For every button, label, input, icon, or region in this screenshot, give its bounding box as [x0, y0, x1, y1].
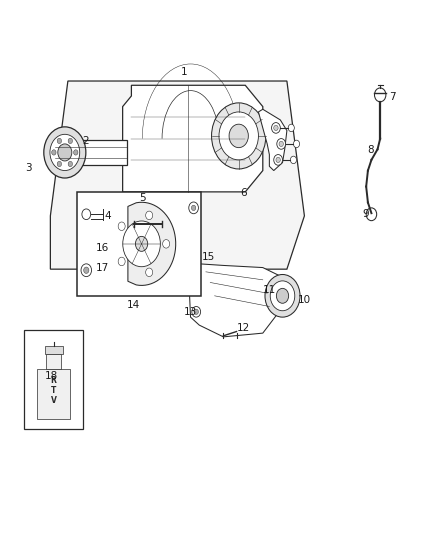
Circle shape [146, 268, 153, 277]
Bar [37, 369, 70, 419]
Text: 18: 18 [45, 371, 58, 381]
Bar [77, 192, 201, 296]
Text: 14: 14 [127, 300, 140, 310]
Circle shape [44, 127, 86, 178]
Circle shape [374, 88, 386, 102]
Circle shape [290, 156, 297, 164]
Circle shape [274, 125, 278, 131]
Circle shape [74, 150, 78, 155]
Text: 5: 5 [139, 193, 146, 203]
Circle shape [229, 124, 248, 148]
Text: 15: 15 [201, 252, 215, 262]
Circle shape [288, 124, 294, 132]
Polygon shape [50, 81, 304, 269]
Polygon shape [188, 264, 291, 337]
Circle shape [57, 138, 61, 143]
Circle shape [277, 139, 286, 149]
Circle shape [118, 222, 125, 230]
Circle shape [82, 209, 91, 220]
Text: 1: 1 [180, 67, 187, 77]
Text: 7: 7 [389, 92, 396, 102]
Bar [46, 354, 61, 369]
Circle shape [191, 205, 196, 211]
Circle shape [279, 141, 283, 147]
Circle shape [146, 211, 153, 220]
Circle shape [219, 112, 258, 160]
Text: 17: 17 [96, 263, 110, 272]
Circle shape [58, 144, 72, 161]
Circle shape [68, 161, 73, 167]
Circle shape [162, 240, 170, 248]
Bar [55, 140, 127, 165]
Circle shape [84, 267, 89, 273]
Circle shape [135, 236, 148, 252]
Polygon shape [258, 109, 287, 171]
Bar [24, 330, 83, 429]
Circle shape [189, 202, 198, 214]
Circle shape [192, 306, 201, 317]
Circle shape [68, 138, 73, 143]
Text: 12: 12 [237, 323, 250, 333]
Text: V: V [51, 396, 57, 405]
Circle shape [270, 281, 295, 311]
Text: 6: 6 [240, 188, 247, 198]
Text: 8: 8 [367, 146, 374, 155]
Circle shape [108, 239, 116, 248]
Circle shape [274, 155, 283, 165]
Circle shape [276, 157, 280, 163]
Text: 10: 10 [298, 295, 311, 304]
Polygon shape [123, 85, 263, 192]
Circle shape [212, 103, 266, 169]
Text: 4: 4 [104, 211, 111, 221]
Circle shape [293, 140, 300, 148]
Circle shape [366, 208, 377, 221]
Text: R: R [51, 376, 57, 385]
Polygon shape [128, 203, 176, 285]
Circle shape [272, 123, 280, 133]
Text: 13: 13 [184, 307, 197, 317]
Bar [107, 232, 117, 241]
Text: 9: 9 [362, 209, 369, 219]
Circle shape [57, 161, 61, 167]
Circle shape [276, 288, 289, 303]
Circle shape [194, 309, 198, 314]
Circle shape [52, 150, 56, 155]
Text: T: T [51, 386, 57, 395]
Text: 2: 2 [82, 136, 89, 146]
Text: 11: 11 [263, 286, 276, 295]
Text: 16: 16 [96, 243, 110, 253]
Text: 3: 3 [25, 163, 32, 173]
Bar [45, 346, 63, 354]
Circle shape [50, 134, 80, 171]
Circle shape [265, 274, 300, 317]
Circle shape [118, 257, 125, 266]
Circle shape [123, 221, 160, 266]
Circle shape [81, 264, 92, 277]
